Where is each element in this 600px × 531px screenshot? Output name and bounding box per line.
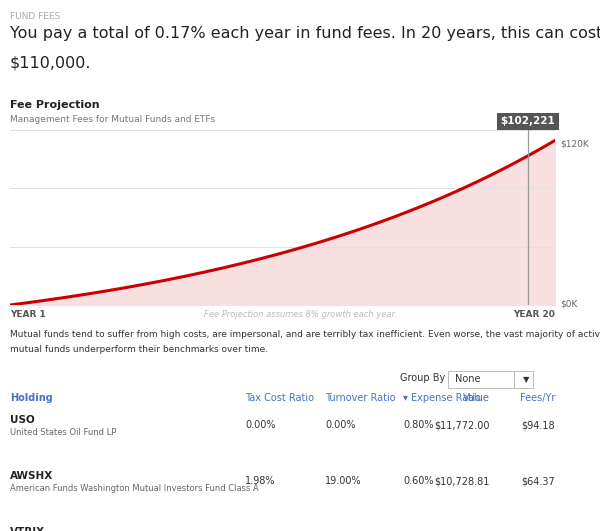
Text: 1.98%: 1.98% xyxy=(245,476,275,486)
Text: VTRIX: VTRIX xyxy=(10,527,45,531)
Text: mutual funds underperform their benchmarks over time.: mutual funds underperform their benchmar… xyxy=(10,345,268,354)
Text: YEAR 1: YEAR 1 xyxy=(10,310,46,319)
Text: Value: Value xyxy=(463,393,490,403)
Text: $102,221: $102,221 xyxy=(500,116,555,126)
Text: American Funds Washington Mutual Investors Fund Class A: American Funds Washington Mutual Investo… xyxy=(10,484,259,493)
Text: $0K: $0K xyxy=(560,300,577,309)
Text: Tax Cost Ratio: Tax Cost Ratio xyxy=(245,393,314,403)
Text: Holding: Holding xyxy=(10,393,53,403)
Text: $10,728.81: $10,728.81 xyxy=(434,476,490,486)
Text: United States Oil Fund LP: United States Oil Fund LP xyxy=(10,428,116,437)
Text: USO: USO xyxy=(10,415,35,425)
Text: 0.80%: 0.80% xyxy=(403,420,433,430)
Text: Turnover Ratio: Turnover Ratio xyxy=(325,393,395,403)
Text: $94.18: $94.18 xyxy=(521,420,555,430)
Text: Fee Projection: Fee Projection xyxy=(10,100,100,110)
Text: FUND FEES: FUND FEES xyxy=(10,12,60,21)
Text: Fees/Yr: Fees/Yr xyxy=(520,393,555,403)
Text: You pay a total of 0.17% each year in fund fees. In 20 years, this can cost you: You pay a total of 0.17% each year in fu… xyxy=(10,26,600,41)
Text: Group By: Group By xyxy=(400,373,445,383)
Text: 0.00%: 0.00% xyxy=(245,420,275,430)
Text: $11,772.00: $11,772.00 xyxy=(434,420,490,430)
Text: Mutual funds tend to suffer from high costs, are impersonal, and are terribly ta: Mutual funds tend to suffer from high co… xyxy=(10,330,600,339)
Text: $64.37: $64.37 xyxy=(521,476,555,486)
Text: Management Fees for Mutual Funds and ETFs: Management Fees for Mutual Funds and ETF… xyxy=(10,115,215,124)
Text: AWSHX: AWSHX xyxy=(10,471,53,481)
Text: ▼: ▼ xyxy=(523,375,529,384)
Text: $110,000.: $110,000. xyxy=(10,55,91,70)
Text: None: None xyxy=(455,374,481,384)
Text: 19.00%: 19.00% xyxy=(325,476,362,486)
Text: YEAR 20: YEAR 20 xyxy=(513,310,555,319)
Text: 0.60%: 0.60% xyxy=(403,476,433,486)
Text: 0.00%: 0.00% xyxy=(325,420,355,430)
Text: $120K: $120K xyxy=(560,140,589,149)
Text: ▾ Expense Ratio: ▾ Expense Ratio xyxy=(403,393,481,403)
Text: Fee Projection assumes 8% growth each year.: Fee Projection assumes 8% growth each ye… xyxy=(203,310,397,319)
